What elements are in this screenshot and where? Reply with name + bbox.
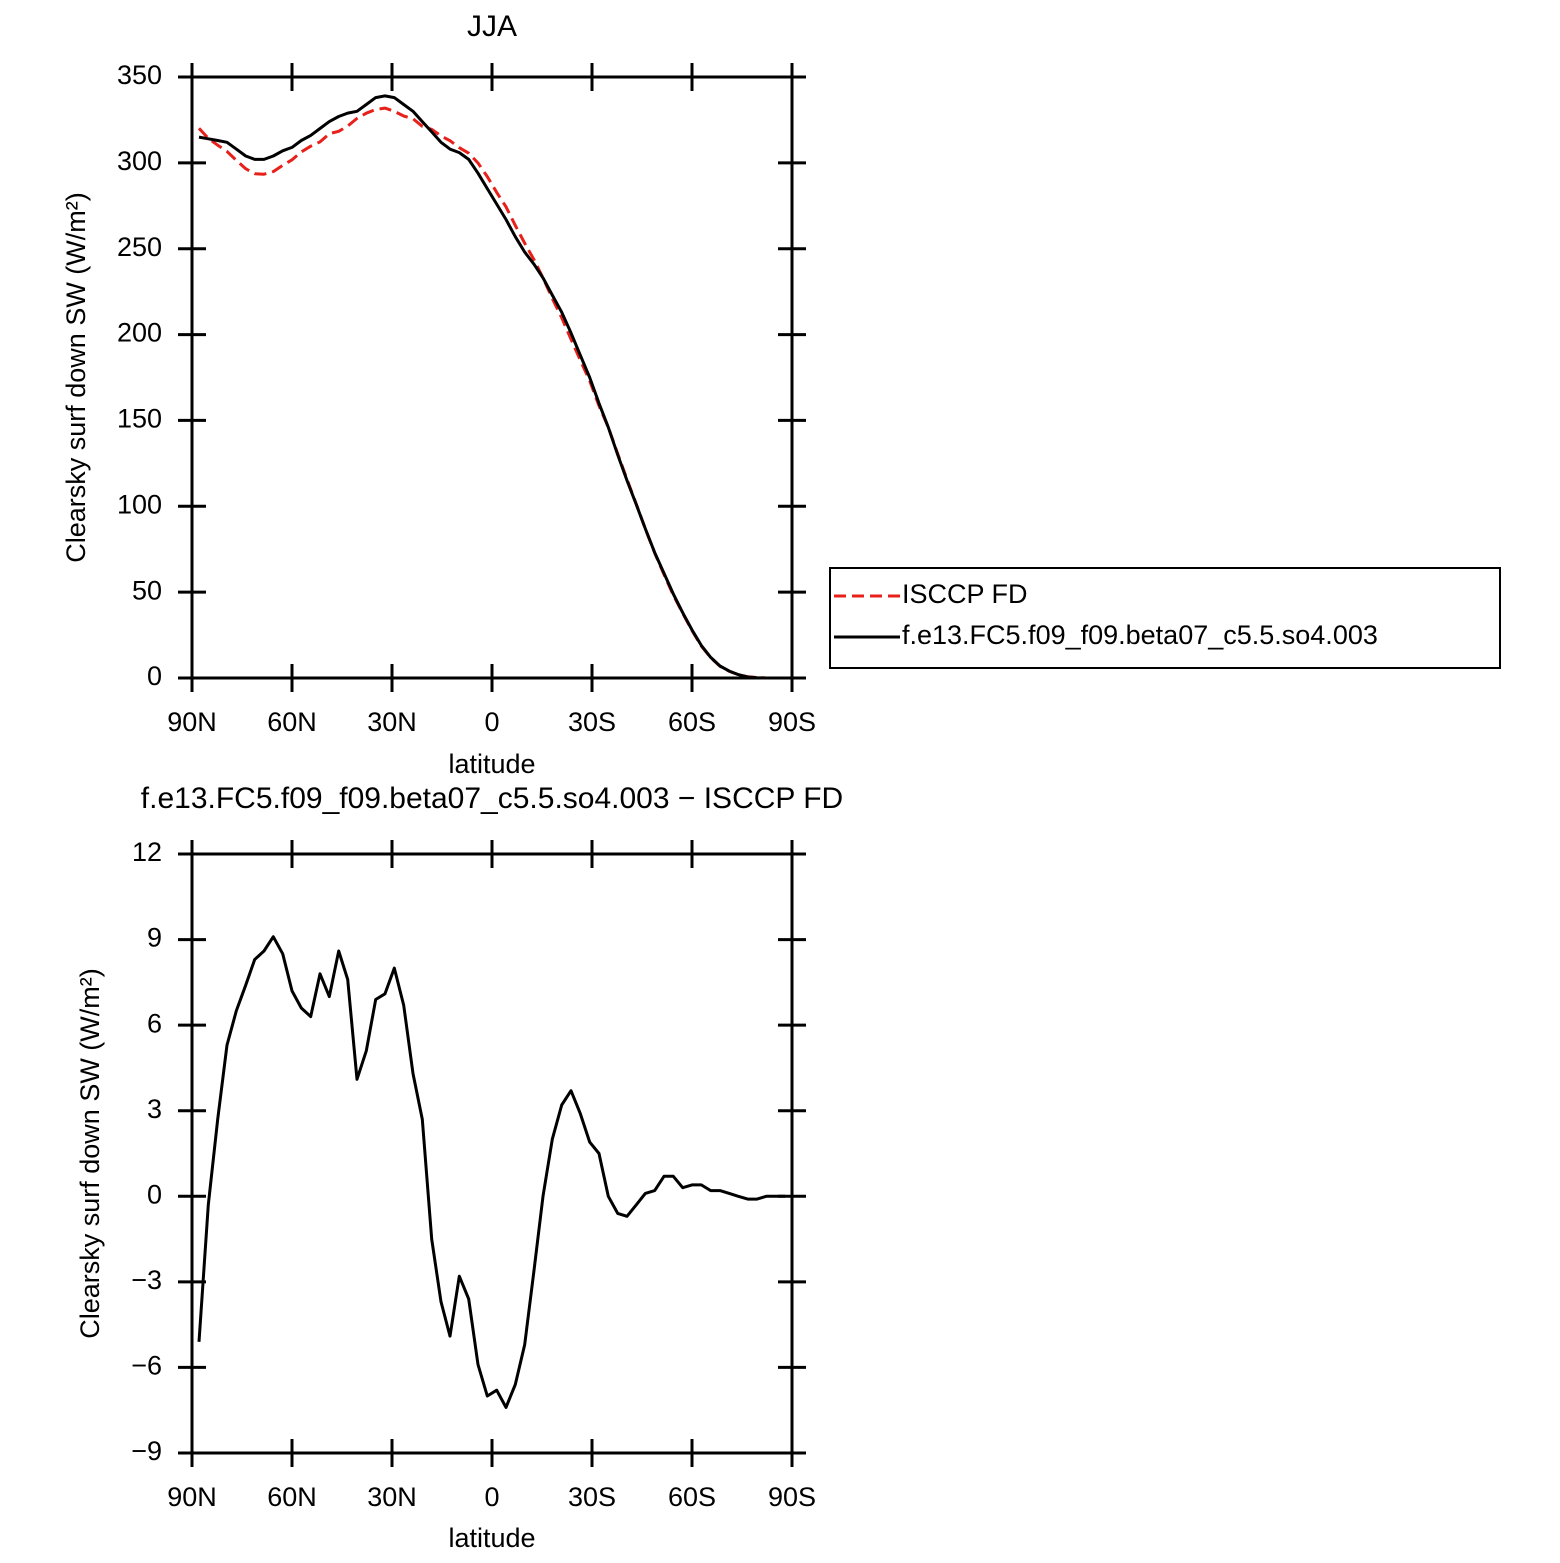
y-tick-label: 300 <box>117 146 162 176</box>
y-axis-label: Clearsky surf down SW (W/m²) <box>75 968 105 1339</box>
y-tick-label: 100 <box>117 489 162 519</box>
x-tick-label: 30N <box>367 1482 417 1512</box>
x-tick-label: 30N <box>367 707 417 737</box>
y-tick-label: 200 <box>117 318 162 348</box>
series-line <box>198 94 785 680</box>
chart-title: f.e13.FC5.f09_f09.beta07_c5.5.so4.003 − … <box>141 782 843 815</box>
x-tick-label: 60S <box>668 707 716 737</box>
y-axis-label: Clearsky surf down SW (W/m²) <box>61 192 91 563</box>
x-tick-label: 60N <box>267 707 317 737</box>
y-tick-label: −3 <box>131 1265 162 1295</box>
y-tick-label: 0 <box>147 661 162 691</box>
plot-frame <box>190 852 794 1455</box>
y-tick-label: 9 <box>147 923 162 953</box>
x-tick-label: 90N <box>167 1482 217 1512</box>
y-tick-label: −6 <box>131 1351 162 1381</box>
x-tick-label: 90S <box>768 707 816 737</box>
legend-label: f.e13.FC5.f09_f09.beta07_c5.5.so4.003 <box>902 620 1378 650</box>
x-tick-label: 30S <box>568 1482 616 1512</box>
x-tick-label: 60S <box>668 1482 716 1512</box>
x-tick-label: 30S <box>568 707 616 737</box>
legend-label: ISCCP FD <box>902 579 1028 609</box>
series-line <box>197 935 785 1409</box>
y-tick-label: 0 <box>147 1179 162 1209</box>
y-tick-label: 250 <box>117 232 162 262</box>
x-tick-label: 60N <box>267 1482 317 1512</box>
x-tick-label: 90N <box>167 707 217 737</box>
y-tick-label: 50 <box>132 575 162 605</box>
x-tick-label: 0 <box>484 1482 499 1512</box>
y-tick-label: 150 <box>117 404 162 434</box>
chart-title: JJA <box>467 10 517 43</box>
y-tick-label: 6 <box>147 1008 162 1038</box>
y-tick-label: 3 <box>147 1094 162 1124</box>
y-tick-label: −9 <box>131 1436 162 1466</box>
y-tick-label: 350 <box>117 60 162 90</box>
x-axis-label: latitude <box>448 1523 535 1553</box>
legend-box <box>829 567 1501 669</box>
x-tick-label: 90S <box>768 1482 816 1512</box>
x-tick-label: 0 <box>484 707 499 737</box>
y-tick-label: 12 <box>132 837 162 867</box>
x-axis-label: latitude <box>448 749 535 779</box>
